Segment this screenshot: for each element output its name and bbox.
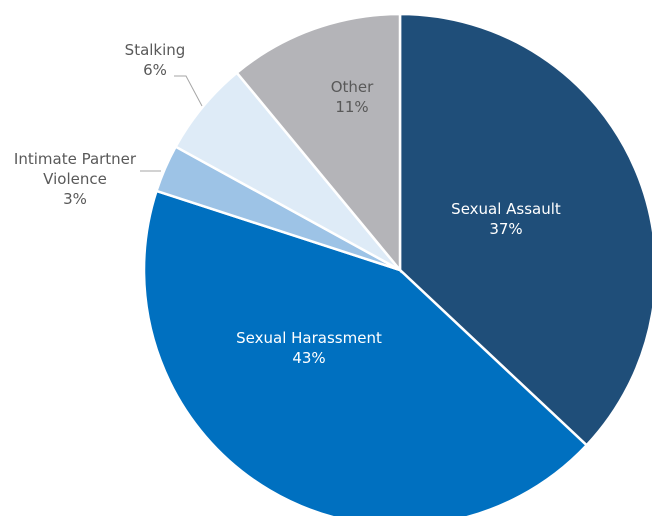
data-labels: Sexual Assault 37% Sexual Harassment 43% Int… — [14, 41, 561, 367]
data-label-intimate-partner-violence: Intimate Partner Violence 3% — [14, 150, 137, 208]
pie-slices — [142, 12, 652, 516]
data-label-name: Other — [331, 78, 374, 96]
pie-slice-sexual-harassment — [142, 189, 589, 516]
data-label-value: 6% — [143, 61, 167, 79]
leader-line-stalking — [174, 75, 203, 107]
data-label-value: 37% — [489, 220, 522, 238]
data-label-name: Intimate Partner — [14, 150, 137, 168]
pie-slice-other — [235, 12, 402, 274]
data-label-value: 3% — [63, 190, 87, 208]
data-label-sexual-assault: Sexual Assault 37% — [451, 200, 561, 238]
leader-lines — [140, 75, 203, 172]
data-label-sexual-harassment: Sexual Harassment 43% — [236, 329, 382, 367]
data-label-value: 43% — [292, 349, 325, 367]
data-label-value: 11% — [335, 98, 368, 116]
data-label-stalking: Stalking 6% — [125, 41, 186, 79]
data-label-name: Violence — [43, 170, 107, 188]
data-label-name: Stalking — [125, 41, 186, 59]
pie-slice-sexual-assault — [398, 12, 652, 448]
data-label-name: Sexual Harassment — [236, 329, 382, 347]
data-label-name: Sexual Assault — [451, 200, 561, 218]
data-label-other: Other 11% — [331, 78, 374, 116]
